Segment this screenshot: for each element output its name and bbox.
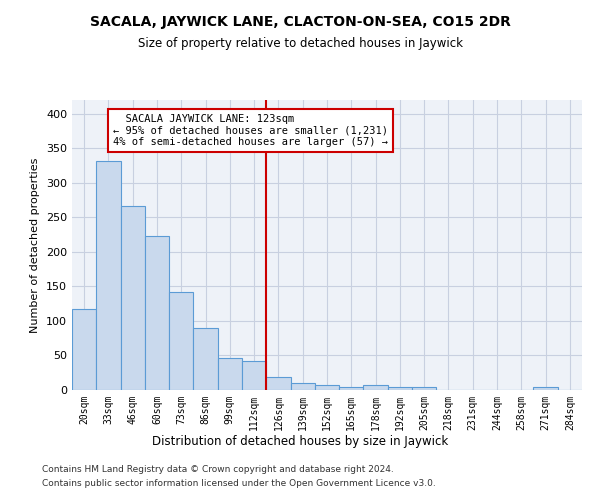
Bar [364, 385, 388, 390]
Bar [145, 236, 169, 390]
Text: SACALA, JAYWICK LANE, CLACTON-ON-SEA, CO15 2DR: SACALA, JAYWICK LANE, CLACTON-ON-SEA, CO… [89, 15, 511, 29]
Bar [218, 358, 242, 390]
Bar [169, 292, 193, 390]
Text: Contains public sector information licensed under the Open Government Licence v3: Contains public sector information licen… [42, 479, 436, 488]
Bar [412, 387, 436, 390]
Text: Contains HM Land Registry data © Crown copyright and database right 2024.: Contains HM Land Registry data © Crown c… [42, 466, 394, 474]
Bar [72, 309, 96, 390]
Text: Distribution of detached houses by size in Jaywick: Distribution of detached houses by size … [152, 435, 448, 448]
Text: Size of property relative to detached houses in Jaywick: Size of property relative to detached ho… [137, 38, 463, 51]
Bar [315, 385, 339, 390]
Bar [121, 206, 145, 390]
Bar [388, 386, 412, 390]
Bar [339, 386, 364, 390]
Bar [266, 377, 290, 390]
Bar [290, 383, 315, 390]
Text: SACALA JAYWICK LANE: 123sqm
← 95% of detached houses are smaller (1,231)
4% of s: SACALA JAYWICK LANE: 123sqm ← 95% of det… [113, 114, 388, 147]
Bar [96, 161, 121, 390]
Y-axis label: Number of detached properties: Number of detached properties [31, 158, 40, 332]
Bar [533, 386, 558, 390]
Bar [242, 361, 266, 390]
Bar [193, 328, 218, 390]
